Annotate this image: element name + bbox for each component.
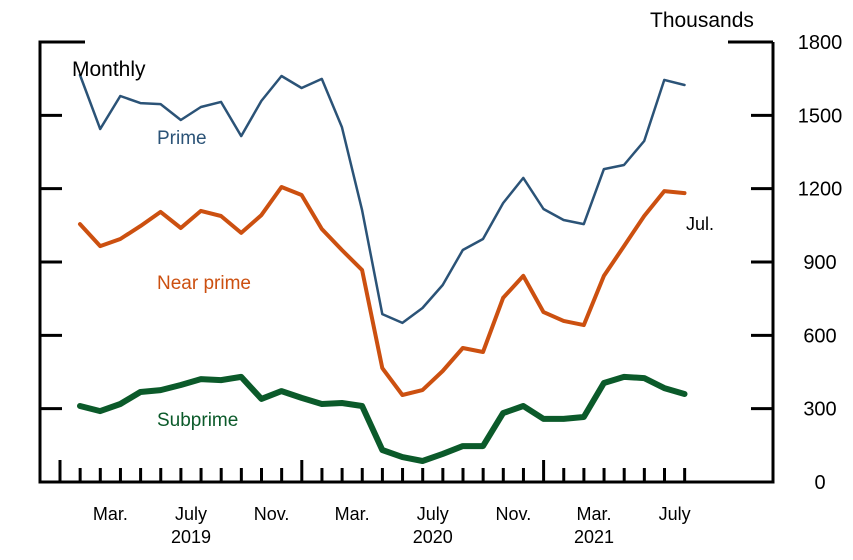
series-label-subprime: Subprime [157,410,238,431]
end-annotation: Jul. [686,214,714,234]
y-tick-label: 300 [803,399,836,421]
x-tick-label: Nov. [496,504,532,524]
x-tick-label: July [175,504,207,524]
series-line-subprime [77,373,688,464]
x-year-label: 2020 [413,527,453,547]
x-tick-label: Mar. [93,504,128,524]
series-lines [77,73,688,464]
y-axis: 0 300 600 900 1200 1500 1800 [40,32,842,494]
y-tick-label: 1200 [798,179,843,201]
x-tick-label: July [417,504,449,524]
x-tick-label: Mar. [576,504,611,524]
unit-label: Thousands [650,9,754,32]
y-tick-label: 600 [803,325,836,347]
y-tick-label: 1500 [798,105,843,127]
x-year-label: 2021 [574,527,614,547]
x-year-label: 2019 [171,527,211,547]
x-tick-label: Nov. [254,504,290,524]
series-label-prime: Prime [157,128,207,149]
x-tick-label: Mar. [335,504,370,524]
series-label-near-prime: Near prime [157,273,251,294]
x-tick-label: July [659,504,691,524]
plot-frame [38,40,775,484]
y-tick-label: 1800 [798,32,843,54]
frequency-label: Monthly [72,58,146,81]
x-axis: Mar. July Nov. Mar. July Nov. Mar. July 2019 2020… [58,460,691,547]
series-line-prime [78,73,686,325]
y-tick-label: 0 [814,472,825,494]
series-line-near-prime [78,185,687,397]
y-tick-label: 900 [803,252,836,274]
